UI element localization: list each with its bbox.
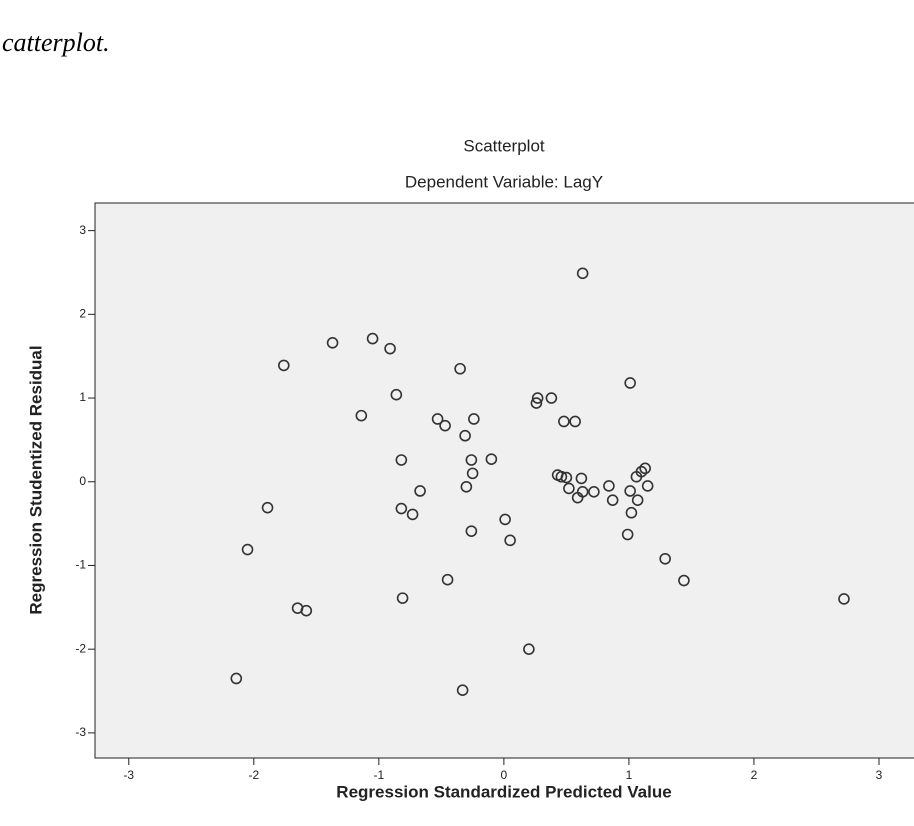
plot-area xyxy=(95,203,914,758)
x-axis-label: Regression Standardized Predicted Value xyxy=(336,782,671,801)
x-tick-label: -2 xyxy=(248,768,259,782)
y-tick-label: -3 xyxy=(75,725,86,739)
y-axis-label: Regression Studentized Residual xyxy=(26,345,45,614)
y-tick-label: 2 xyxy=(79,307,86,321)
y-tick-label: 1 xyxy=(79,390,86,404)
page: catterplot. Scatterplot Dependent Variab… xyxy=(0,0,914,826)
x-tick-label: -1 xyxy=(374,768,385,782)
x-tick-label: 3 xyxy=(876,768,883,782)
x-tick-label: 1 xyxy=(626,768,633,782)
x-tick-label: 0 xyxy=(501,768,508,782)
caption: catterplot. xyxy=(2,28,110,57)
y-tick-label: -1 xyxy=(75,558,86,572)
x-tick-label: 2 xyxy=(751,768,758,782)
y-tick-label: 0 xyxy=(79,474,86,488)
y-tick-label: 3 xyxy=(79,223,86,237)
chart-title: Scatterplot xyxy=(463,136,545,155)
y-tick-label: -2 xyxy=(75,641,86,655)
x-tick-label: -3 xyxy=(123,768,134,782)
chart-subtitle: Dependent Variable: LagY xyxy=(405,172,603,191)
